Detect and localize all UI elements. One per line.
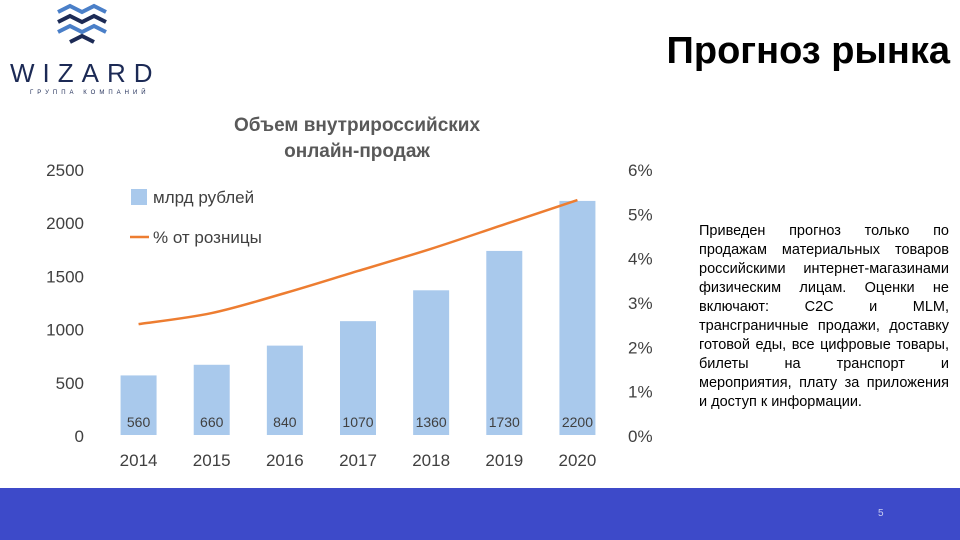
bar [340, 321, 376, 435]
bar-value-label: 2200 [562, 414, 593, 430]
logo-wordmark: WIZARD [10, 58, 161, 88]
y-tick-label: 1500 [46, 267, 84, 286]
logo-mark [57, 3, 107, 44]
legend-label-bar: млрд рублей [153, 188, 254, 207]
bar [266, 345, 303, 435]
x-tick-label: 2018 [412, 451, 450, 470]
chart-title: Объем внутрироссийских [234, 115, 481, 136]
y-tick-label: 0 [75, 427, 84, 446]
chart-svg: Объем внутрироссийских онлайн-продаж 0 500 1… [46, 115, 653, 470]
chart-title: онлайн-продаж [284, 141, 430, 162]
page-number: 5 [878, 508, 884, 519]
x-tick-label: 2015 [193, 451, 231, 470]
y2-tick-label: 1% [628, 383, 653, 402]
bar-value-label: 1730 [489, 414, 520, 430]
bar-value-label: 840 [273, 414, 297, 430]
bar-value-label: 560 [127, 414, 151, 430]
y2-tick-label: 3% [628, 294, 653, 313]
y-tick-label: 500 [56, 374, 84, 393]
bar [486, 250, 523, 435]
bar [559, 200, 596, 435]
y2-tick-label: 5% [628, 205, 653, 224]
logo: WIZARD ГРУППА КОМПАНИЙ [4, 2, 164, 102]
x-tick-label: 2016 [266, 451, 304, 470]
legend-swatch-bar [131, 189, 147, 205]
y-tick-label: 2000 [46, 214, 84, 233]
bar-value-label: 1360 [416, 414, 447, 430]
footer-bar [0, 488, 960, 540]
bar [120, 375, 157, 435]
bar-value-label: 660 [200, 414, 224, 430]
slide-description: Приведен прогноз только по продажам мате… [699, 223, 949, 410]
x-tick-label: 2014 [120, 451, 158, 470]
y-tick-label: 2500 [46, 161, 84, 180]
bar [193, 364, 230, 435]
y-tick-label: 1000 [46, 321, 84, 340]
y2-tick-label: 6% [628, 161, 653, 180]
slide-title: Прогноз рынка [666, 30, 950, 72]
legend-label-line: % от розницы [153, 228, 262, 247]
x-tick-label: 2017 [339, 451, 377, 470]
chart: Объем внутрироссийских онлайн-продаж 0 500 1… [0, 100, 680, 485]
y2-tick-label: 4% [628, 250, 653, 269]
x-tick-label: 2019 [485, 451, 523, 470]
bar [413, 290, 450, 435]
y2-tick-label: 2% [628, 338, 653, 357]
x-tick-label: 2020 [559, 451, 597, 470]
logo-subtitle: ГРУППА КОМПАНИЙ [30, 90, 150, 96]
y2-tick-label: 0% [628, 427, 653, 446]
bar-value-label: 1070 [342, 414, 373, 430]
